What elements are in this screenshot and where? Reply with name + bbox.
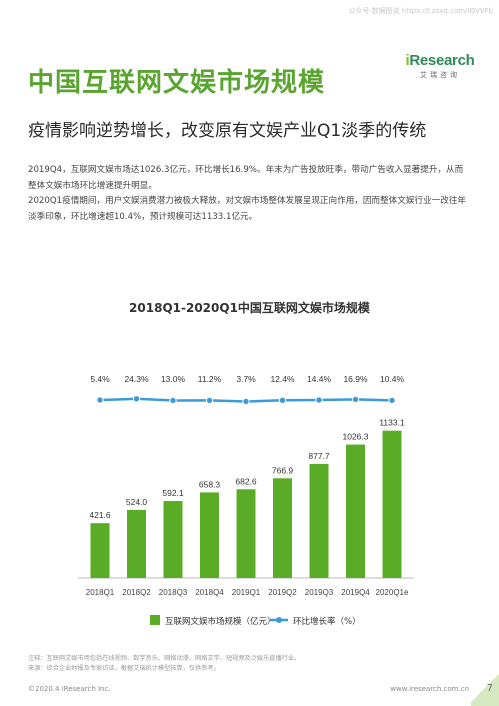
footnote-source: 来源：综合企业财报及专家访谈，根据艾瑞统计模型核算，仅供参考。 [28,665,220,672]
growth-rate-point [351,395,360,404]
growth-rate-point [96,396,104,404]
growth-rate-point [169,396,177,405]
bar [90,523,110,578]
bar [273,478,292,578]
copyright: ©2020.4 iResearch Inc. [28,685,111,693]
page-title: 中国互联网文娱市场规模 [28,68,326,98]
growth-rate-label: 11.2% [198,374,222,384]
growth-rate-label: 16.9% [343,374,368,384]
growth-rate-point [278,396,287,404]
legend-bar-swatch [150,615,160,625]
legend-bar-label: 互联网文娱市场规模（亿元） [165,616,276,627]
bar-value-label: 592.1 [162,488,184,498]
summary-text: 2019Q4，互联网文娱市场达1026.3亿元，环比增长16.9%。年末为广告投… [28,163,470,225]
growth-rate-label: 13.0% [161,374,186,384]
bar-value-label: 524.0 [126,497,148,507]
growth-rate-point [132,395,141,403]
legend-line-label: 环比增长率（%） [293,616,361,627]
summary-paragraph: 2020Q1疫情期间，用户文娱消费潜力被极大释放，对文娱市场整体发展呈现正向作用… [28,196,467,222]
footer-url: www.iresearch.com.cn [390,685,469,693]
bar [200,492,219,578]
footnote-definition: 注释：互联网文娱市场包括在线视频、数字音乐、网络动漫、网络文学、短视频及泛娱乐直… [28,655,301,662]
x-tick-label: 2018Q3 [159,588,188,597]
footnotes: 注释：互联网文娱市场包括在线视频、数字音乐、网络动漫、网络文学、短视频及泛娱乐直… [28,654,468,674]
x-tick-label: 2018Q1 [86,588,115,597]
bar-value-label: 1026.3 [343,432,369,442]
growth-rate-label: 5.4% [90,374,110,384]
x-tick-label: 2019Q2 [268,588,297,597]
bar-value-label: 421.6 [89,510,111,520]
growth-rate-label: 14.4% [307,374,332,384]
x-tick-label: 2018Q2 [122,588,151,597]
growth-rate-label: 12.4% [270,374,295,384]
growth-rate-label: 10.4% [380,374,405,384]
bar-value-label: 1133.1 [379,418,405,428]
source-watermark: 公众号·数据图说 https://t.zsxq.com/IQVVFb [348,7,493,15]
x-tick-label: 2020Q1e [376,588,409,597]
bar [127,509,146,578]
growth-rate-label: 24.3% [124,374,149,384]
growth-rate-point [388,396,396,405]
bar [236,489,256,578]
logo-wordmark: iResearch [405,52,475,69]
chart-title: 2018Q1-2020Q1中国互联网文娱市场规模 [129,301,370,315]
iresearch-logo: iResearch 艾瑞咨询 [405,52,475,80]
growth-rate-point [315,396,323,404]
bar [309,463,329,578]
bar [346,444,365,578]
bar [163,501,183,578]
bar-value-label: 877.7 [308,451,330,461]
bar-value-label: 658.3 [199,479,221,489]
x-tick-label: 2018Q4 [195,588,224,597]
page-subtitle: 疫情影响逆势增长，改变原有文娱产业Q1淡季的传统 [28,121,427,141]
bar-value-label: 766.9 [272,465,294,475]
corner-decoration [471,670,499,706]
growth-rate-label: 3.7% [236,374,256,384]
growth-rate-point [242,397,250,406]
legend-line-marker [276,617,282,623]
x-tick-label: 2019Q4 [341,588,370,597]
page-number: 7 [486,683,493,694]
x-tick-label: 2019Q1 [232,588,261,597]
logo-subtitle: 艾瑞咨询 [420,71,460,79]
x-tick-label: 2019Q3 [305,588,334,597]
growth-rate-point [205,396,214,405]
bar-value-label: 682.6 [235,476,257,486]
summary-paragraph: 2019Q4，互联网文娱市场达1026.3亿元，环比增长16.9%。年末为广告投… [28,165,464,191]
market-size-chart: 421.6 2018Q1 524.0 2018Q2 592.1 2018Q3 658.3 20… [78,374,414,627]
bar [382,430,402,578]
